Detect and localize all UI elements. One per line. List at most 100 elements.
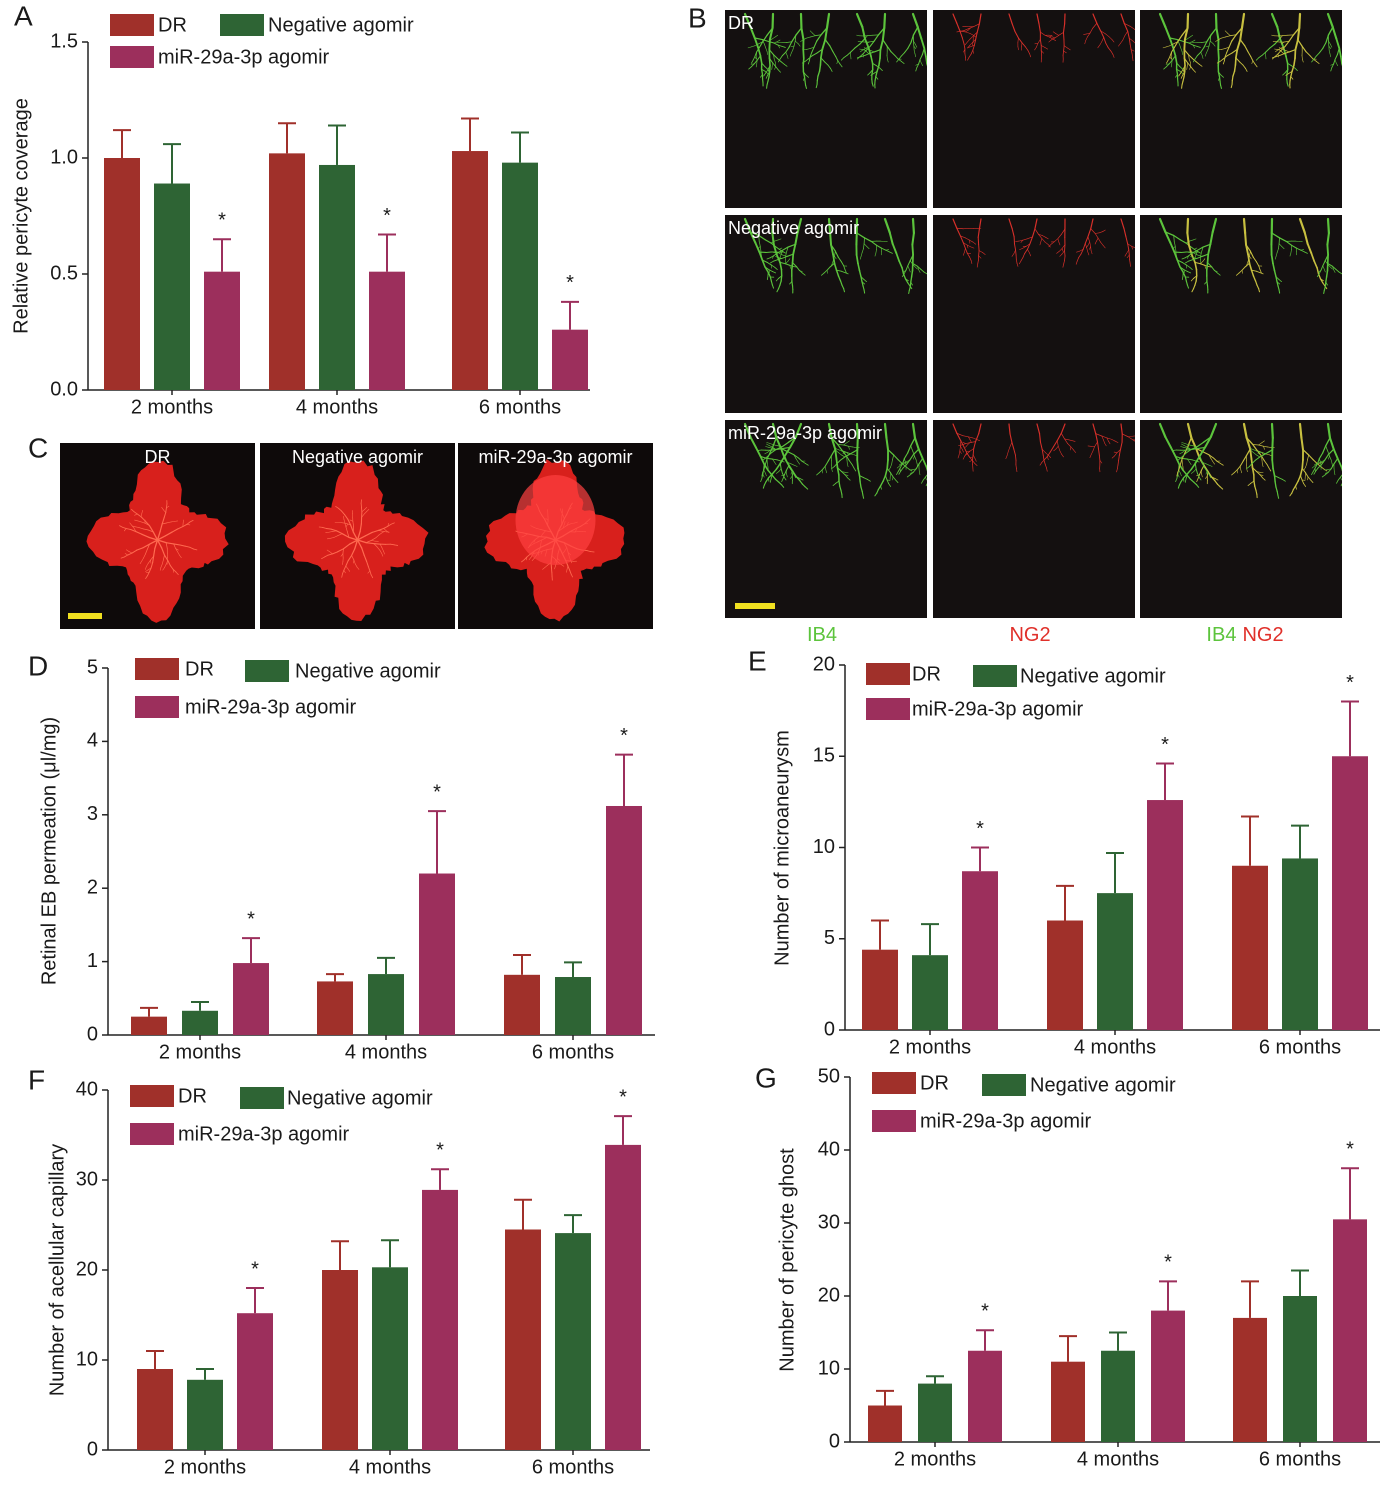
vessel — [856, 56, 861, 60]
vessel — [765, 74, 768, 79]
vessel — [1193, 247, 1198, 250]
vessel — [1175, 477, 1178, 482]
vessel — [359, 523, 362, 532]
y-tick-label: 1 — [87, 950, 98, 972]
vessel — [1016, 263, 1019, 267]
legend-swatch — [866, 698, 910, 720]
vessel — [1322, 260, 1326, 267]
vessel — [361, 513, 365, 518]
vessel — [821, 465, 826, 471]
vessel — [1332, 266, 1334, 271]
vessel — [164, 531, 173, 537]
legend-label: miR-29a-3p agomir — [158, 46, 330, 68]
error-bar — [1291, 824, 1309, 859]
legend-label: Negative agomir — [287, 1087, 433, 1109]
vessel — [800, 39, 804, 42]
vessel — [1022, 246, 1027, 249]
vessel — [767, 452, 773, 457]
vessel — [1064, 438, 1070, 441]
vessel — [1011, 253, 1015, 257]
vessel — [159, 523, 163, 532]
vessel — [523, 556, 528, 561]
vessel — [1262, 463, 1264, 468]
error-bar — [926, 1375, 944, 1384]
vessel — [1116, 449, 1121, 454]
error-bar — [564, 961, 582, 978]
vessel — [345, 565, 349, 570]
vessel — [856, 459, 859, 470]
vessel — [844, 474, 849, 476]
vessel — [758, 251, 764, 261]
vessel — [341, 522, 347, 524]
vessel — [792, 262, 798, 268]
vessel — [135, 526, 140, 528]
vessel — [1313, 470, 1317, 475]
vessel — [830, 68, 833, 72]
vessel — [1245, 437, 1254, 446]
vessel — [1347, 71, 1349, 74]
vessel — [1181, 80, 1184, 86]
vessel — [1280, 45, 1286, 51]
y-tick-label: 1.5 — [50, 30, 78, 52]
vessel — [1183, 445, 1188, 448]
vessel — [754, 241, 761, 253]
vessel — [1177, 34, 1183, 43]
y-tick-label: 5 — [824, 927, 835, 949]
vessel — [775, 471, 780, 474]
vessel — [1176, 259, 1183, 264]
vessel — [835, 450, 839, 453]
vessel — [905, 278, 909, 282]
vessel — [1326, 422, 1332, 439]
vessel — [1132, 40, 1135, 44]
vessel — [1291, 64, 1295, 73]
vessel — [1257, 451, 1262, 454]
vessel — [1185, 474, 1188, 480]
vessel — [794, 34, 797, 42]
vessel — [1277, 285, 1280, 291]
vessel — [1331, 63, 1335, 69]
vessel — [909, 454, 914, 461]
vessel — [764, 458, 768, 465]
vessel — [768, 38, 771, 51]
vessel — [1038, 233, 1043, 236]
vessel — [352, 531, 359, 541]
vessel — [930, 485, 931, 489]
vessel — [844, 272, 849, 275]
vessel — [1258, 288, 1260, 293]
vessel — [815, 83, 818, 89]
vessel — [1258, 444, 1264, 447]
significance-marker: * — [218, 209, 226, 231]
vessel — [1315, 61, 1320, 64]
vessel — [165, 542, 175, 545]
vessel — [762, 484, 765, 489]
vessel — [779, 280, 782, 286]
vessel — [829, 45, 834, 53]
vessel — [885, 475, 888, 481]
vessel — [140, 521, 146, 524]
vessel — [865, 45, 871, 51]
vessel — [1182, 473, 1188, 479]
vessel — [888, 231, 894, 245]
vessel — [1219, 58, 1224, 62]
vessel — [1326, 231, 1330, 246]
vessel — [1192, 238, 1197, 241]
vessel — [1189, 239, 1194, 242]
y-tick-label: 5 — [87, 656, 98, 678]
vessel — [774, 34, 778, 38]
vessel — [1067, 443, 1072, 448]
vessel — [1041, 448, 1044, 456]
vessel — [1322, 282, 1326, 287]
vessel — [1221, 48, 1226, 50]
vessel — [874, 75, 877, 82]
vessel — [791, 280, 794, 287]
bar — [322, 1270, 358, 1450]
vessel — [1129, 25, 1135, 30]
vessel — [766, 275, 769, 281]
vessel — [328, 531, 333, 533]
vessel — [784, 455, 788, 463]
vessel — [1048, 243, 1052, 248]
vessel — [803, 71, 807, 76]
vessel — [1272, 262, 1276, 272]
vessel — [345, 522, 351, 526]
vessel — [1216, 60, 1221, 64]
